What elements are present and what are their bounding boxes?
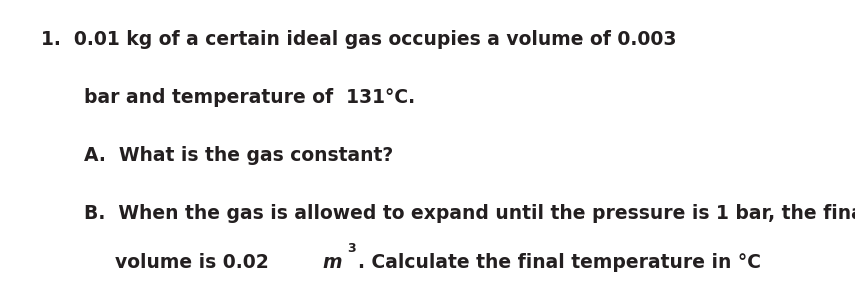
Text: 1.  0.01 kg of a certain ideal gas occupies a volume of 0.003: 1. 0.01 kg of a certain ideal gas occupi…	[41, 30, 683, 49]
Text: volume is 0.02: volume is 0.02	[115, 253, 275, 272]
Text: 3: 3	[347, 243, 356, 255]
Text: . Calculate the final temperature in °C: . Calculate the final temperature in °C	[358, 253, 762, 272]
Text: bar and temperature of  131°C.: bar and temperature of 131°C.	[84, 88, 415, 107]
Text: A.  What is the gas constant?: A. What is the gas constant?	[84, 146, 393, 165]
Text: m: m	[322, 253, 342, 272]
Text: B.  When the gas is allowed to expand until the pressure is 1 bar, the final: B. When the gas is allowed to expand unt…	[84, 204, 855, 222]
